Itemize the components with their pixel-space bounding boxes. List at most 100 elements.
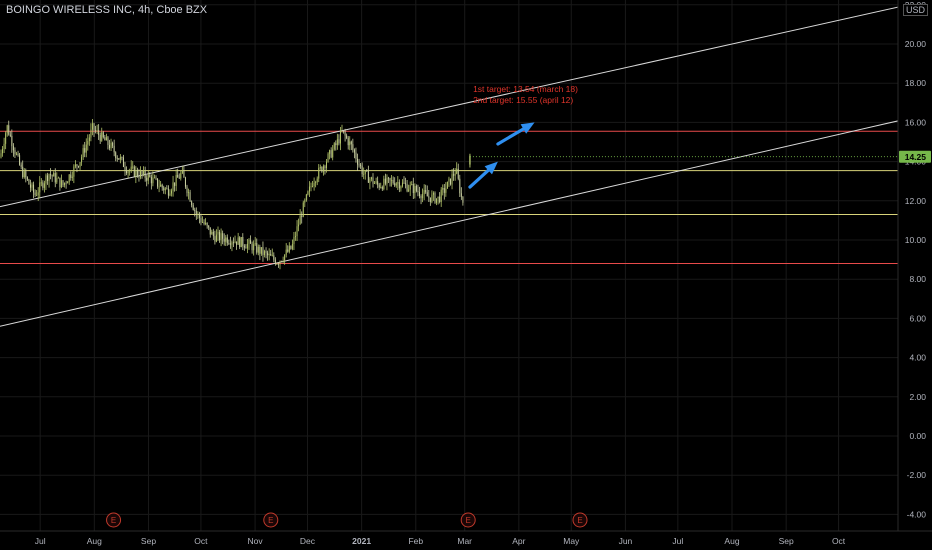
candle-body [96, 130, 98, 131]
candle-body [279, 261, 281, 265]
time-axis-background [0, 531, 932, 550]
candle-body [254, 243, 256, 245]
candle-body [462, 196, 464, 203]
candle-body [192, 205, 194, 210]
candle-body [411, 184, 413, 185]
target-annotation-1: 1st target: 13.54 (march 18) [473, 84, 578, 94]
candle-body [352, 144, 354, 150]
candle-body [231, 242, 233, 245]
price-tick-label: -4.00 [907, 509, 927, 519]
candle-body [181, 170, 183, 174]
candle-body [268, 254, 270, 256]
candle-body [161, 184, 163, 188]
candle-body [164, 188, 166, 191]
candle-body [378, 184, 380, 188]
candle-body [377, 181, 379, 185]
candle-body [386, 177, 388, 184]
candle-body [98, 130, 100, 136]
candle-body [310, 186, 312, 188]
candle-body [428, 196, 430, 198]
earnings-marker[interactable] [460, 512, 476, 528]
price-tick-label: 12.00 [905, 196, 927, 206]
target-arrows [468, 122, 535, 189]
candle-body [171, 190, 172, 194]
candle-body [398, 182, 400, 189]
candle-body [211, 231, 213, 235]
candle-body [144, 170, 146, 178]
candle-body [400, 186, 402, 189]
candle-body [243, 245, 245, 248]
candle-body [11, 135, 13, 147]
candle-body [180, 173, 182, 179]
candle-body [71, 176, 73, 178]
candle-body [436, 198, 438, 203]
candle-body [403, 182, 405, 184]
earnings-marker[interactable] [572, 512, 588, 528]
candle-body [453, 174, 455, 176]
candle-body [42, 182, 44, 188]
candle-body [288, 245, 290, 252]
price-axis[interactable]: 22.0020.0018.0016.0014.0012.0010.008.006… [469, 0, 932, 531]
candle-body [197, 213, 199, 215]
time-axis[interactable]: Jul Aug Sep Oct Nov Dec 2021 Feb Mar Apr May Jun Jul… [0, 530, 932, 550]
candle-body [440, 189, 442, 202]
candle-body [65, 182, 67, 184]
candle-body [236, 241, 238, 245]
candle-body [70, 174, 72, 178]
earnings-marker[interactable] [263, 512, 279, 528]
candle-body [355, 152, 357, 159]
candle-body [420, 195, 422, 199]
candle-body [167, 188, 169, 196]
candle-body [282, 260, 284, 262]
candle-body [284, 254, 286, 261]
candle-body [34, 192, 36, 196]
candle-body [333, 143, 335, 150]
candle-body [40, 182, 42, 184]
candle-body [259, 246, 261, 254]
price-tick-label: 20.00 [905, 39, 927, 49]
candle-body [31, 184, 33, 188]
candle-body [50, 174, 52, 176]
candle-body [304, 200, 306, 203]
candle-body [56, 178, 58, 183]
candle-body [220, 233, 222, 241]
candle-body [248, 240, 250, 244]
candle-body [322, 166, 324, 172]
candle-body [60, 180, 62, 188]
candle-body [370, 177, 372, 180]
candle-body [329, 150, 331, 154]
candle-body [324, 166, 326, 169]
target-arrow-head [520, 122, 535, 134]
candle-body [434, 192, 436, 203]
candle-body [305, 194, 307, 201]
candle-body [140, 171, 141, 178]
candle-body [469, 155, 471, 165]
target-arrow-shaft [468, 168, 490, 189]
currency-badge: USD [902, 4, 928, 16]
earnings-marker[interactable] [106, 512, 122, 528]
time-tick-label: Sep [779, 536, 794, 546]
candle-body [408, 189, 410, 192]
candle-body [429, 197, 431, 202]
candle-body [208, 225, 210, 228]
candle-body [147, 174, 149, 181]
candle-body [270, 254, 272, 256]
candle-body [57, 177, 59, 179]
candle-body [250, 240, 252, 244]
candle-body [332, 149, 334, 158]
candle-body [64, 182, 66, 186]
candle-body [273, 255, 275, 260]
candle-body [375, 181, 377, 183]
grid-lines [0, 0, 898, 531]
candle-body [451, 174, 453, 185]
candle-body [122, 157, 124, 167]
candle-body [318, 167, 320, 179]
candle-body [124, 166, 126, 171]
candlesticks [0, 119, 471, 270]
candle-body [367, 171, 369, 183]
candle-body [313, 183, 315, 187]
time-tick-label: Oct [832, 536, 846, 546]
candle-body [136, 170, 138, 176]
candle-body [175, 175, 177, 186]
